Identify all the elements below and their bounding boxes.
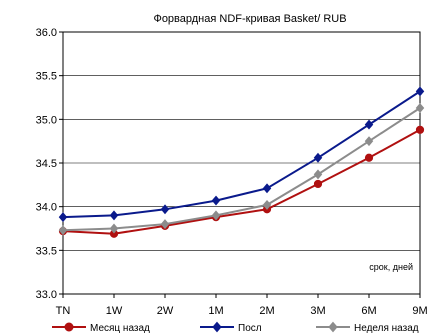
data-point	[364, 136, 374, 147]
legend: Месяц назад Посл Неделя назад	[52, 321, 419, 334]
data-point	[415, 125, 425, 134]
x-tick-label: 3M	[310, 305, 325, 317]
chart-title: Форвардная NDF-кривая Basket/ RUB	[153, 13, 346, 25]
y-tick-label: 34.0	[36, 202, 57, 214]
x-tick-label: 2M	[259, 305, 274, 317]
y-tick-label: 33.0	[36, 289, 57, 301]
y-tick-label: 33.5	[36, 245, 57, 257]
legend-label: Неделя назад	[354, 323, 419, 334]
data-point	[58, 212, 68, 223]
x-axis: TN 1W 2W 1M 2M 3M 6M 9M	[56, 294, 428, 317]
legend-item: Посл	[200, 321, 262, 334]
data-point	[313, 179, 323, 189]
data-point	[211, 210, 221, 221]
data-point	[313, 152, 323, 163]
legend-marker	[328, 321, 338, 333]
data-point	[415, 86, 425, 97]
legend-item: Месяц назад	[52, 322, 150, 334]
series-3	[58, 103, 425, 236]
data-point	[160, 204, 170, 215]
data-point	[364, 153, 374, 162]
y-tick-label: 35.0	[36, 114, 57, 126]
series-2	[58, 86, 425, 223]
legend-marker	[212, 321, 222, 333]
data-point	[262, 199, 272, 210]
legend-item: Неделя назад	[316, 321, 419, 334]
series-line	[62, 128, 421, 235]
data-point	[160, 219, 170, 230]
data-point	[109, 210, 119, 221]
x-tick-label: 2W	[157, 305, 174, 317]
series-group	[58, 86, 425, 238]
y-tick-label: 35.5	[36, 71, 57, 83]
legend-marker	[64, 322, 74, 332]
x-tick-label: 6M	[361, 305, 376, 317]
legend-label: Посл	[238, 323, 262, 334]
data-point	[109, 223, 119, 234]
x-tick-label: 1W	[106, 305, 123, 317]
axis-annotation: срок, дней	[369, 262, 413, 272]
x-tick-label: 9M	[412, 305, 427, 317]
series-line	[62, 107, 421, 232]
y-axis: 33.0 33.5 34.0 34.5 35.0 35.5 36.0	[36, 27, 63, 301]
data-point	[364, 119, 374, 130]
data-point	[262, 183, 272, 194]
data-point	[415, 103, 425, 113]
legend-label: Месяц назад	[90, 323, 150, 334]
x-tick-label: TN	[56, 305, 71, 317]
gridlines	[63, 75, 420, 251]
y-tick-label: 36.0	[36, 27, 57, 39]
x-tick-label: 1M	[208, 305, 223, 317]
series-line	[62, 90, 421, 219]
data-point	[313, 169, 323, 180]
data-point	[211, 195, 221, 206]
data-point	[58, 225, 68, 236]
y-tick-label: 34.5	[36, 158, 57, 170]
